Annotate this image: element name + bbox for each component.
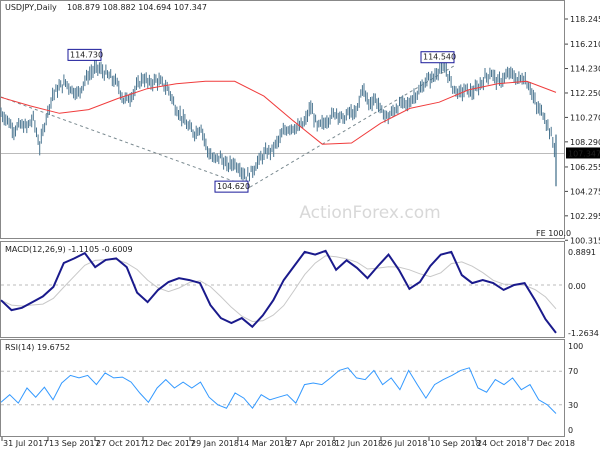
rsi-line — [0, 367, 557, 414]
macd-line — [0, 249, 557, 334]
macd-title: MACD(12,26,9) -1.1105 -0.6009 — [5, 245, 133, 254]
price-tick-label: 108.290 — [570, 138, 600, 147]
price-annotation: 114.730 — [70, 50, 103, 59]
price-title: USDJPY,Daily — [5, 3, 57, 12]
price-tick-label: 106.255 — [570, 163, 600, 172]
price-tick-label: 114.230 — [570, 65, 600, 74]
price-annotation-box — [214, 180, 249, 193]
date-tick-label: 27 Oct 2017 — [96, 439, 145, 448]
price-tick-label: 116.210 — [570, 40, 600, 49]
rsi-title: RSI(14) 19.6752 — [5, 343, 70, 352]
date-tick-label: 12 Jun 2018 — [335, 439, 383, 448]
moving-average-line — [0, 80, 557, 145]
date-tick-label: 12 Dec 2017 — [144, 439, 195, 448]
price-tick-label: 100.315 — [570, 236, 600, 245]
date-tick-label: 14 Mar 2018 — [239, 439, 290, 448]
watermark: ActionForex.com — [299, 203, 440, 223]
date-tick-label: 29 Jan 2018 — [191, 439, 239, 448]
price-annotation: 114.540 — [423, 53, 456, 62]
date-tick-label: 13 Sep 2017 — [49, 439, 100, 448]
date-tick-label: 7 Dec 2018 — [529, 439, 575, 448]
rsi-panel — [0, 339, 565, 437]
rsi-tick-label: 70 — [568, 367, 578, 376]
price-annotation-box — [420, 51, 455, 64]
rsi-tick-label: 0 — [568, 426, 573, 435]
price-tick-label: 118.245 — [570, 15, 600, 24]
price-tick-label: 112.250 — [570, 89, 600, 98]
price-panel — [0, 0, 565, 239]
macd-signal-line — [0, 255, 557, 323]
price-annotation-box — [67, 48, 102, 61]
macd-tick-label: -1.2634 — [568, 329, 599, 338]
last-price-label: 107.347 — [568, 149, 600, 158]
macd-tick-label: 0.00 — [568, 282, 586, 291]
rsi-tick-label: 30 — [568, 401, 578, 410]
date-tick-label: 26 Jul 2018 — [382, 439, 427, 448]
macd-panel — [0, 241, 565, 338]
last-price-box — [566, 147, 600, 159]
date-tick-label: 24 Oct 2018 — [477, 439, 526, 448]
date-tick-label: 27 Apr 2018 — [287, 439, 336, 448]
fe-label: FE 100.0 — [536, 229, 571, 238]
date-tick-label: 31 Jul 2017 — [3, 439, 48, 448]
price-annotation: 104.620 — [217, 182, 250, 191]
rsi-tick-label: 100 — [568, 342, 583, 351]
date-tick-label: 10 Sep 2018 — [430, 439, 481, 448]
price-tick-label: 104.275 — [570, 187, 600, 196]
price-tick-label: 102.295 — [570, 212, 600, 221]
price-tick-label: 110.270 — [570, 113, 600, 122]
macd-tick-label: 0.8891 — [568, 248, 596, 257]
ohlc-readout: 108.879 108.882 104.694 107.347 — [67, 3, 207, 12]
trendline-down — [0, 96, 251, 188]
